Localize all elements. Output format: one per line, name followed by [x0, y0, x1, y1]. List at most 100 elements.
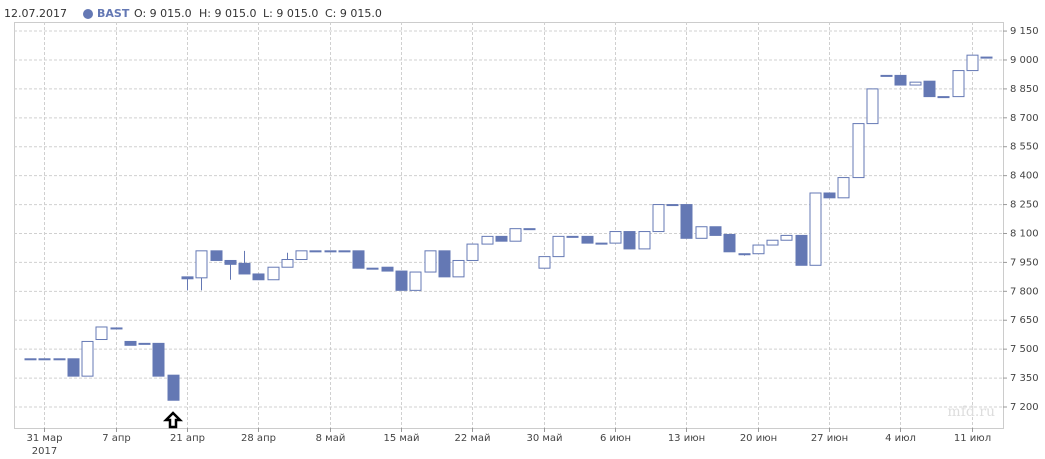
candle-body — [210, 250, 223, 261]
y-tick-label: 9 000 — [1010, 55, 1039, 66]
candle-body — [852, 123, 865, 179]
candle-body — [381, 266, 394, 272]
candle-body — [952, 70, 965, 98]
candle-body — [966, 54, 979, 72]
candle-body — [124, 340, 137, 346]
candle-body — [452, 259, 465, 278]
x-tick-label: 13 июн — [668, 433, 705, 444]
candle-body — [238, 262, 251, 275]
candle-body — [167, 374, 180, 401]
candle-body — [38, 358, 51, 361]
x-tick-label: 20 июн — [740, 433, 777, 444]
candle-body — [623, 231, 636, 250]
candle-body — [695, 226, 708, 239]
candle-body — [595, 242, 608, 245]
candle-body — [980, 56, 993, 59]
x-tick-label: 4 июл — [885, 433, 916, 444]
low-label: L: 9 015.0 — [263, 7, 318, 20]
candle-body — [438, 250, 451, 278]
plot-frame — [14, 22, 1004, 429]
candle-body — [937, 96, 950, 99]
candle-body — [809, 192, 822, 266]
x-tick-label: 11 июл — [954, 433, 991, 444]
candle-body — [766, 239, 779, 246]
y-tick-label: 7 650 — [1010, 315, 1039, 326]
candle-body — [823, 192, 836, 199]
x-tick-label: 8 май — [316, 433, 346, 444]
candle-body — [53, 358, 66, 361]
y-tick-label: 8 400 — [1010, 171, 1039, 182]
candle-body — [909, 81, 922, 86]
candle-body — [252, 273, 265, 281]
y-tick-label: 8 700 — [1010, 113, 1039, 124]
x-tick-label: 6 июн — [600, 433, 631, 444]
y-tick-label: 7 350 — [1010, 373, 1039, 384]
candle-body — [523, 228, 536, 231]
y-tick-label: 8 850 — [1010, 84, 1039, 95]
candle-body — [138, 342, 151, 345]
candle-body — [709, 226, 722, 236]
candle-body — [409, 271, 422, 291]
candle-body — [495, 235, 508, 242]
y-tick-label: 7 800 — [1010, 286, 1039, 297]
candle-body — [552, 235, 565, 258]
candle-body — [67, 358, 80, 377]
x-tick-label: 21 апр — [170, 433, 205, 444]
x-tick-label: 30 май — [526, 433, 562, 444]
candle-body — [366, 267, 379, 270]
legend-dot — [83, 9, 93, 19]
candle-body — [680, 204, 693, 239]
candle-body — [195, 250, 208, 279]
candle-body — [538, 256, 551, 269]
candle-body — [723, 233, 736, 253]
arrow-icon — [162, 411, 184, 429]
candle-body — [738, 253, 751, 256]
candle-body — [324, 250, 337, 253]
candle-body — [481, 235, 494, 245]
candle-body — [666, 204, 679, 207]
y-tick-label: 7 950 — [1010, 257, 1039, 268]
candle-body — [923, 80, 936, 98]
candle-body — [795, 234, 808, 266]
x-tick-label: 22 май — [454, 433, 490, 444]
candle-body — [566, 235, 579, 238]
year-label: 2017 — [32, 446, 57, 457]
candle-body — [24, 358, 37, 361]
candle-body — [424, 250, 437, 273]
candle-body — [152, 342, 165, 377]
candle-body — [309, 250, 322, 253]
candle-body — [267, 266, 280, 281]
candle-body — [224, 259, 237, 265]
candle-body — [880, 74, 893, 77]
candle-body — [466, 243, 479, 261]
high-label: H: 9 015.0 — [199, 7, 256, 20]
y-tick-label: 9 150 — [1010, 26, 1039, 37]
x-tick-label: 31 мар — [27, 433, 63, 444]
close-label: C: 9 015.0 — [325, 7, 382, 20]
candle-body — [95, 326, 108, 341]
candle-body — [652, 204, 665, 233]
candle-body — [281, 259, 294, 268]
candle-body — [638, 231, 651, 250]
candle-body — [894, 74, 907, 86]
y-tick-label: 8 250 — [1010, 200, 1039, 211]
x-tick-label: 15 май — [383, 433, 419, 444]
candle-body — [866, 88, 879, 125]
watermark: mfd.ru — [947, 404, 995, 420]
candle-body — [110, 327, 123, 330]
candle-body — [509, 228, 522, 242]
candle-body — [352, 250, 365, 269]
open-label: O: 9 015.0 — [134, 7, 192, 20]
candle-body — [81, 340, 94, 377]
date-label: 12.07.2017 — [4, 7, 67, 20]
candle-body — [780, 234, 793, 241]
y-tick-label: 8 550 — [1010, 142, 1039, 153]
candle-body — [181, 276, 194, 280]
candle-body — [609, 231, 622, 244]
candle-body — [752, 244, 765, 255]
candle-body — [581, 235, 594, 244]
candle-body — [338, 250, 351, 253]
candle-body — [295, 250, 308, 261]
candle-body — [837, 177, 850, 199]
